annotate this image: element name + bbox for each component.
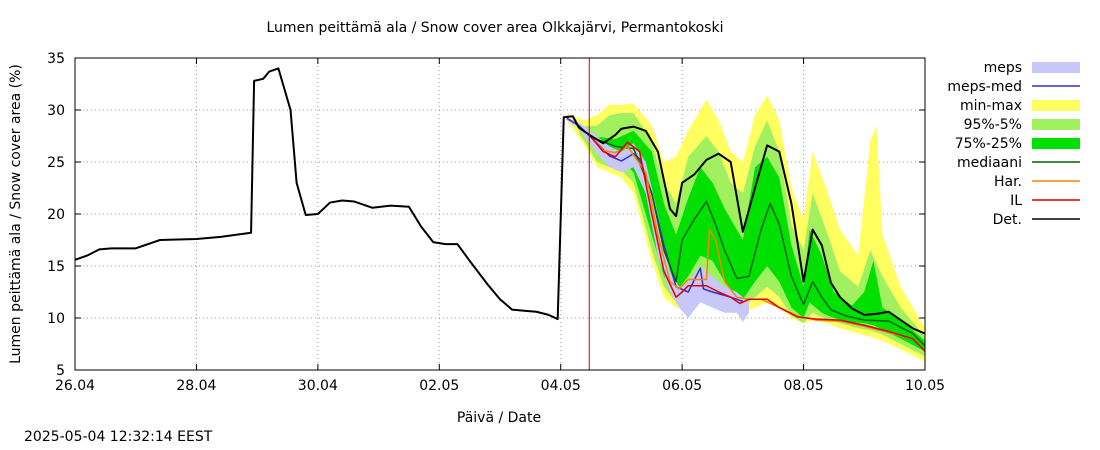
timestamp: 2025-05-04 12:32:14 EEST	[24, 429, 213, 445]
legend-item-meps_med: meps-med	[947, 79, 1080, 95]
x-axis-label: Päivä / Date	[457, 410, 541, 426]
line-mediaani	[590, 136, 926, 347]
legend-label: 95%-5%	[964, 117, 1022, 133]
legend-label: min-max	[960, 98, 1022, 114]
x-tick-label: 26.04	[55, 378, 95, 394]
y-axis-label: Lumen peittämä ala / Snow cover area (%)	[8, 64, 24, 364]
legend-item-p95_5: 95%-5%	[964, 117, 1080, 133]
legend-label: meps	[984, 60, 1022, 76]
legend-item-il: IL	[1010, 193, 1080, 209]
x-tick-label: 06.05	[662, 378, 702, 394]
y-tick-label: 25	[47, 155, 65, 171]
legend-item-median: mediaani	[957, 155, 1080, 171]
legend-swatch	[1032, 138, 1080, 149]
x-tick-label: 08.05	[784, 378, 824, 394]
legend-swatch	[1032, 100, 1080, 111]
x-tick-label: 10.05	[905, 378, 945, 394]
legend: meps meps-med min-max 95%-5% 75%-25% mediaani…	[947, 60, 1080, 228]
legend-label: Det.	[993, 212, 1022, 228]
plot-area: 26.04 28.04 30.04 02.05 04.05 06.05 08.05 10.05…	[47, 51, 945, 394]
y-tick-label: 30	[47, 103, 65, 119]
line-il	[590, 136, 926, 352]
x-tick-label: 28.04	[176, 378, 216, 394]
chart-title: Lumen peittämä ala / Snow cover area Olk…	[267, 20, 724, 36]
legend-label: meps-med	[947, 79, 1022, 95]
legend-swatch	[1032, 119, 1080, 130]
legend-item-det: Det.	[993, 212, 1080, 228]
legend-item-meps: meps	[984, 60, 1080, 76]
y-tick-label: 10	[47, 311, 65, 327]
y-tick-label: 20	[47, 207, 65, 223]
y-tick-label: 15	[47, 259, 65, 275]
legend-item-minmax: min-max	[960, 98, 1080, 114]
legend-label: Har.	[994, 174, 1022, 190]
line-det	[74, 67, 926, 335]
legend-label: IL	[1010, 193, 1022, 209]
x-tick-label: 30.04	[298, 378, 338, 394]
y-tick-label: 35	[47, 51, 65, 67]
y-tick-label: 5	[56, 363, 65, 379]
legend-swatch	[1032, 62, 1080, 73]
legend-item-p75_25: 75%-25%	[955, 136, 1080, 152]
legend-label: 75%-25%	[955, 136, 1022, 152]
x-tick-label: 04.05	[541, 378, 581, 394]
x-tick-label: 02.05	[419, 378, 459, 394]
legend-item-har: Har.	[994, 174, 1080, 190]
legend-label: mediaani	[957, 155, 1022, 171]
